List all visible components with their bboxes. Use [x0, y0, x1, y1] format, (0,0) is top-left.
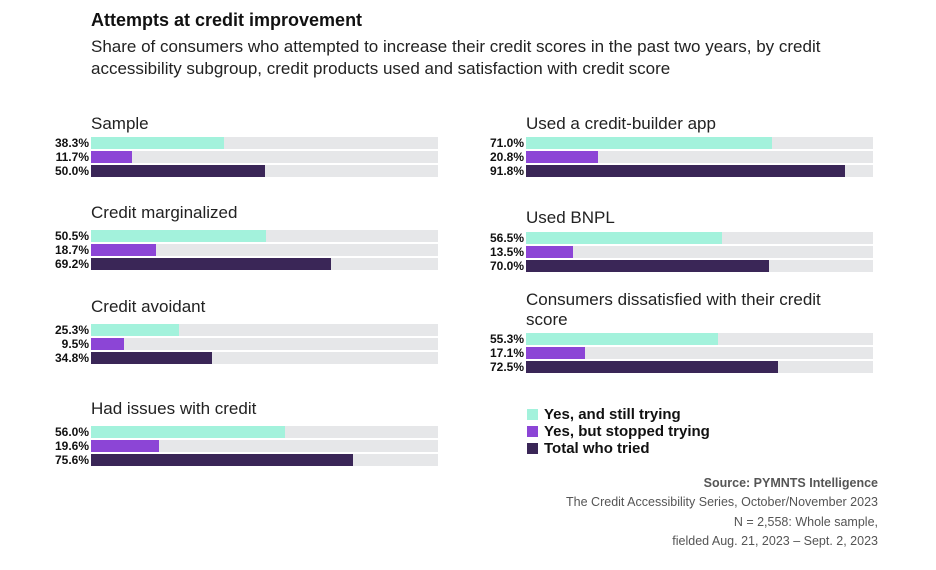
bar-track	[526, 232, 873, 244]
legend-swatch	[527, 409, 538, 420]
bar-track	[91, 454, 438, 466]
bar	[91, 230, 267, 242]
legend-swatch	[527, 443, 538, 454]
chart-title: Attempts at credit improvement	[91, 10, 363, 30]
data-label: 50.0%	[54, 164, 89, 178]
data-label: 56.0%	[54, 425, 89, 439]
data-label: 69.2%	[54, 257, 89, 271]
bar-track	[91, 230, 438, 242]
legend-label: Yes, and still trying	[544, 406, 681, 423]
bar	[91, 426, 286, 438]
data-label: 56.5%	[489, 231, 524, 245]
bar	[526, 260, 769, 272]
bar	[526, 232, 723, 244]
data-label: 11.7%	[55, 150, 89, 164]
bar-track	[526, 347, 873, 359]
group-title: Had issues with credit	[91, 399, 257, 418]
bar-track	[526, 137, 873, 149]
bar-track	[526, 151, 873, 163]
legend-label: Total who tried	[544, 440, 650, 457]
bar	[91, 151, 132, 163]
bar-track	[526, 361, 873, 373]
bar-track	[91, 338, 438, 350]
bar	[91, 244, 156, 256]
bar-track	[91, 352, 438, 364]
bar	[526, 165, 845, 177]
bar-track	[526, 333, 873, 345]
legend-item: Yes, and still trying	[527, 406, 681, 423]
legend-swatch	[527, 426, 538, 437]
source-line: Source: PYMNTS Intelligence	[703, 476, 878, 490]
bar-track	[91, 244, 438, 256]
group-title: Credit marginalized	[91, 203, 238, 222]
bar-track	[526, 246, 873, 258]
data-label: 91.8%	[489, 164, 524, 178]
data-label: 72.5%	[489, 360, 524, 374]
bar-track	[91, 165, 438, 177]
bar	[91, 165, 265, 177]
bar-track	[526, 165, 873, 177]
bar	[91, 454, 354, 466]
legend-item: Yes, but stopped trying	[527, 423, 710, 440]
data-label: 71.0%	[489, 136, 524, 150]
data-label: 13.5%	[489, 245, 524, 259]
data-label: 50.5%	[54, 229, 89, 243]
bar	[91, 440, 159, 452]
source-line: fielded Aug. 21, 2023 – Sept. 2, 2023	[672, 534, 878, 548]
group-title: Consumers dissatisfied with their credit…	[526, 290, 821, 329]
bar	[91, 324, 179, 336]
bar	[526, 361, 778, 373]
source-line: N = 2,558: Whole sample,	[733, 515, 878, 529]
legend-label: Yes, but stopped trying	[544, 423, 710, 440]
bar	[526, 347, 586, 359]
source-line: The Credit Accessibility Series, October…	[566, 495, 878, 509]
bar-track	[91, 426, 438, 438]
group-title: Used a credit-builder app	[526, 114, 716, 133]
bar	[526, 246, 573, 258]
data-label: 34.8%	[54, 351, 89, 365]
bar-track	[526, 260, 873, 272]
chart-subtitle: Share of consumers who attempted to incr…	[91, 37, 821, 78]
data-label: 17.1%	[489, 346, 524, 360]
data-label: 18.7%	[54, 243, 89, 257]
bar-track	[91, 258, 438, 270]
data-label: 38.3%	[54, 136, 89, 150]
bar	[91, 352, 212, 364]
bar-track	[91, 137, 438, 149]
data-label: 25.3%	[54, 323, 89, 337]
bar	[91, 137, 224, 149]
data-label: 20.8%	[489, 150, 524, 164]
group-title: Used BNPL	[526, 208, 615, 227]
bar	[526, 151, 599, 163]
data-label: 19.6%	[54, 439, 89, 453]
bar-track	[91, 440, 438, 452]
bar-track	[91, 324, 438, 336]
bar	[91, 338, 124, 350]
data-label: 9.5%	[61, 337, 89, 351]
data-label: 70.0%	[489, 259, 524, 273]
data-label: 75.6%	[54, 453, 89, 467]
bar	[526, 333, 718, 345]
data-label: 55.3%	[489, 332, 524, 346]
group-title: Sample	[91, 114, 149, 133]
bar	[91, 258, 332, 270]
bar-track	[91, 151, 438, 163]
group-title: Credit avoidant	[91, 297, 206, 316]
legend-item: Total who tried	[527, 440, 650, 457]
bar	[526, 137, 773, 149]
